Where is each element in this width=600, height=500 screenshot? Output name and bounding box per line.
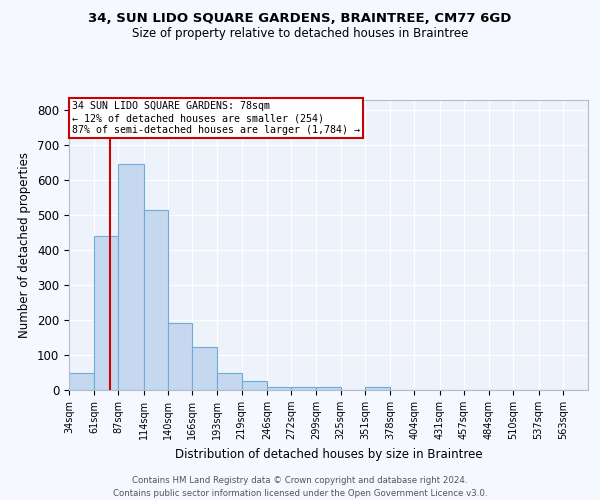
Text: Contains public sector information licensed under the Open Government Licence v3: Contains public sector information licen… xyxy=(113,489,487,498)
Bar xyxy=(267,386,291,390)
Bar xyxy=(242,380,267,390)
Text: Contains HM Land Registry data © Crown copyright and database right 2024.: Contains HM Land Registry data © Crown c… xyxy=(132,476,468,485)
Bar xyxy=(291,387,316,390)
Bar xyxy=(143,210,168,390)
Bar xyxy=(316,386,341,390)
Bar xyxy=(118,164,143,390)
Text: Size of property relative to detached houses in Braintree: Size of property relative to detached ho… xyxy=(132,28,468,40)
Bar xyxy=(365,386,390,390)
Text: 34, SUN LIDO SQUARE GARDENS, BRAINTREE, CM77 6GD: 34, SUN LIDO SQUARE GARDENS, BRAINTREE, … xyxy=(88,12,512,26)
Y-axis label: Number of detached properties: Number of detached properties xyxy=(19,152,31,338)
Bar xyxy=(69,372,94,390)
Bar xyxy=(94,236,118,390)
Bar xyxy=(168,322,192,390)
Text: 34 SUN LIDO SQUARE GARDENS: 78sqm
← 12% of detached houses are smaller (254)
87%: 34 SUN LIDO SQUARE GARDENS: 78sqm ← 12% … xyxy=(71,102,359,134)
Bar xyxy=(217,372,242,390)
Bar xyxy=(192,346,217,390)
X-axis label: Distribution of detached houses by size in Braintree: Distribution of detached houses by size … xyxy=(175,448,482,460)
